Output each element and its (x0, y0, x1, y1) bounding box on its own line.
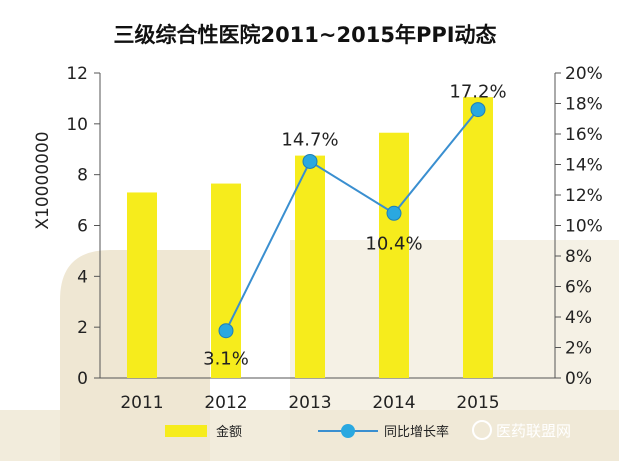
right-tick-label: 8% (565, 247, 592, 267)
right-tick-label: 0% (565, 369, 592, 389)
bar (295, 155, 325, 378)
chart-title: 三级综合性医院2011~2015年PPI动态 (113, 23, 496, 47)
line-point (386, 205, 402, 221)
data-label: 14.7% (281, 129, 338, 150)
right-tick-label: 16% (565, 125, 603, 145)
line-point (218, 323, 234, 339)
right-tick-label: 2% (565, 339, 592, 359)
data-label: 17.2% (449, 82, 506, 103)
right-tick-label: 4% (565, 308, 592, 328)
left-tick-label: 0 (77, 369, 88, 389)
bars (127, 97, 493, 378)
watermark-text: 医药联盟网 (496, 422, 571, 440)
background-shape (290, 240, 619, 461)
series-line (225, 108, 479, 332)
data-label: 10.4% (365, 233, 422, 254)
right-tick-label: 20% (565, 64, 603, 84)
x-tick-label: 2015 (456, 393, 499, 413)
legend-label-line: 同比增长率 (384, 424, 449, 440)
legend-swatch-bar (165, 425, 207, 437)
line-point (470, 102, 486, 118)
right-tick-label: 10% (565, 217, 603, 237)
x-tick-label: 2013 (288, 393, 331, 413)
right-tick-label: 12% (565, 186, 603, 206)
left-tick-label: 10 (66, 115, 88, 135)
left-tick-label: 8 (77, 166, 88, 186)
left-tick-label: 2 (77, 318, 88, 338)
legend-marker (341, 424, 355, 438)
right-tick-label: 6% (565, 278, 592, 298)
background-shape (0, 410, 619, 461)
bar (211, 183, 241, 378)
watermark: 医药联盟网 (472, 420, 571, 440)
data-label: 3.1% (203, 349, 249, 370)
left-tick-label: 6 (77, 217, 88, 237)
x-tick-label: 2014 (372, 393, 415, 413)
growth-line (218, 102, 486, 339)
left-tick-label: 12 (66, 64, 88, 84)
right-tick-label: 14% (565, 156, 603, 176)
x-tick-label: 2012 (204, 393, 247, 413)
axes: 0 2 4 6 8 10 12 0% 2% 4% 6% 8% 10% 12% 14% 16% 18% 20% 201… (33, 64, 603, 413)
x-tick-label: 2011 (120, 393, 163, 413)
legend-label-bar: 金额 (216, 424, 242, 440)
wechat-icon (472, 420, 492, 440)
background-decoration (0, 240, 619, 461)
data-labels: 3.1% 14.7% 10.4% 17.2% (203, 82, 506, 370)
line-point (302, 153, 318, 169)
bar (379, 132, 409, 378)
bar (463, 97, 493, 378)
left-tick-label: 4 (77, 267, 88, 287)
bar (127, 192, 157, 378)
right-tick-label: 18% (565, 95, 603, 115)
y-axis-label: X10000000 (33, 131, 53, 229)
legend: 金额 同比增长率 (165, 424, 449, 440)
